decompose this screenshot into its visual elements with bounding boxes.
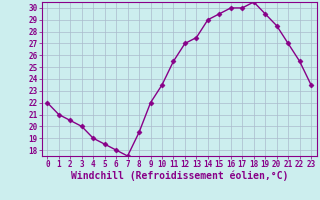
X-axis label: Windchill (Refroidissement éolien,°C): Windchill (Refroidissement éolien,°C) (70, 171, 288, 181)
